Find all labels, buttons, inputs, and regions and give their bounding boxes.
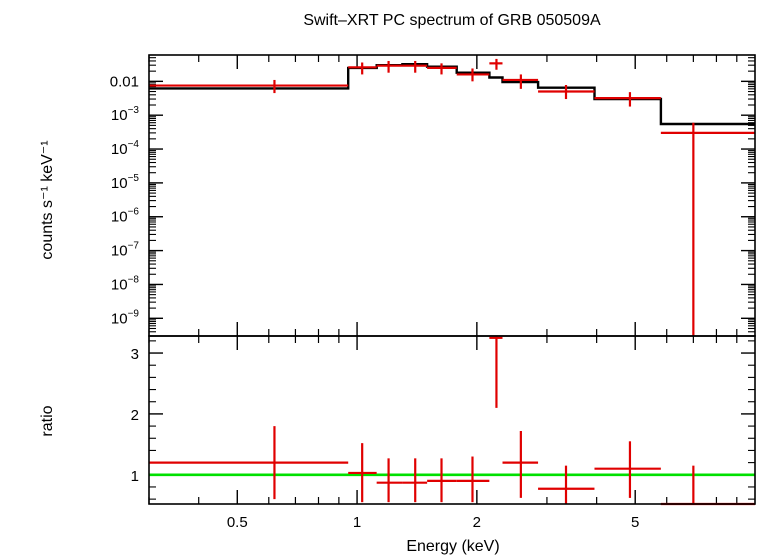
y-tick-label: 10−3 [111,105,140,124]
ratio-panel: 0.5 1 2 5 1 2 3 [131,335,756,531]
spectrum-ticks: 0.01 10−3 10−4 10−5 10−6 10−7 10−8 10−9 [110,54,755,337]
ratio-data-point [538,465,595,504]
x-tick-label: 1 [353,514,361,531]
y-tick-label: 1 [131,468,139,485]
y-tick-label: 10−9 [111,308,140,327]
ratio-data-point [660,465,755,506]
spectrum-data-point [489,58,503,70]
spectrum-panel: 0.01 10−3 10−4 10−5 10−6 10−7 10−8 10−9 [110,54,756,337]
model-step-line [149,63,755,126]
spectrum-data-point [376,60,403,73]
y-tick-label: 10−6 [111,207,140,226]
ratio-data-point [376,458,403,503]
ratio-frame [148,335,756,505]
y-tick-label: 10−4 [111,139,140,158]
spectrum-data-point [456,68,490,82]
y-tick-label: 3 [131,346,139,363]
spectrum-y-axis-label: counts s⁻¹ keV⁻¹ [39,140,56,259]
spectrum-data-points [149,58,755,336]
y-tick-label: 10−7 [111,241,140,260]
x-tick-label: 2 [473,514,481,531]
x-axis-label: Energy (keV) [406,538,499,555]
ratio-y-axis-label: ratio [39,405,56,436]
spectrum-data-point [660,122,755,336]
ratio-data-points [149,336,755,506]
spectrum-data-point [594,92,661,107]
ratio-data-point [149,426,349,500]
model-step-path [149,63,755,126]
spectrum-data-point [427,63,457,75]
x-tick-label: 5 [631,514,639,531]
ratio-data-point [427,458,457,503]
spectrum-data-point [402,60,428,73]
y-tick-label: 10−8 [111,274,140,293]
ratio-data-point [402,458,428,503]
spectrum-frame [148,54,756,337]
y-tick-label: 10−5 [111,173,140,192]
chart-title: Swift–XRT PC spectrum of GRB 050509A [303,12,601,29]
ratio-data-point [348,443,377,503]
ratio-ticks: 0.5 1 2 5 1 2 3 [131,336,755,531]
ratio-data-point [502,430,539,498]
ratio-data-point [594,441,661,498]
y-tick-label: 0.01 [110,73,139,90]
spectrum-data-point [502,74,539,89]
x-tick-label: 0.5 [227,514,248,531]
y-tick-label: 2 [131,407,139,424]
spectrum-data-point [538,84,595,100]
ratio-data-point [489,336,503,408]
spectrum-data-point [348,62,377,75]
spectrum-data-point [149,79,349,94]
ratio-data-point [456,456,490,503]
